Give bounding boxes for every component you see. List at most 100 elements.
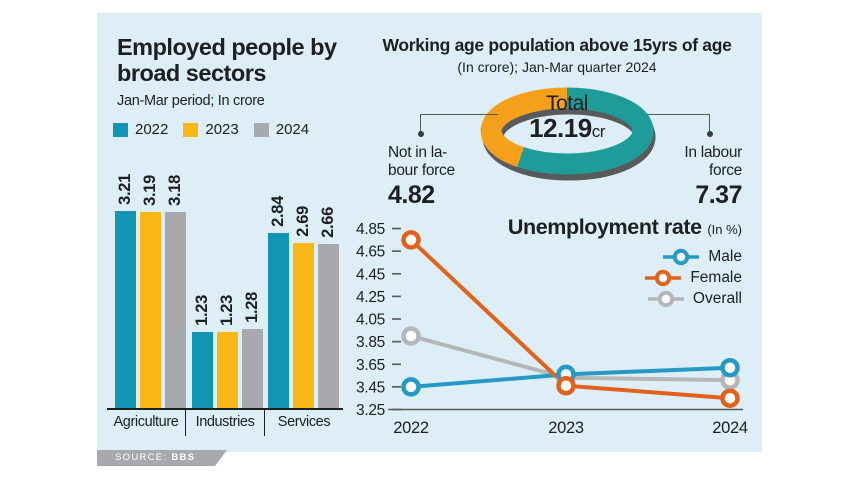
bar-2022-services (268, 233, 289, 408)
bar-2024-services (318, 244, 339, 408)
bar-groups: 3.21 3.19 3.18 1.23 1.23 1.28 2.84 2.69 2.66 (115, 174, 339, 408)
callout-line: Not in la- (388, 144, 448, 161)
bar-column: 2.66 (318, 207, 339, 408)
y-tick-label: 4.65 (356, 244, 385, 261)
bar-column: 2.84 (268, 196, 289, 408)
bar-value-label: 3.18 (166, 175, 184, 206)
overall-marker-icon (647, 290, 684, 307)
bar-group-industries: 1.23 1.23 1.28 (191, 292, 263, 408)
unemployment-block: Unemployment rate (In %) Male Female Overa… (507, 215, 742, 308)
line-chart-title: Unemployment rate (In %) (507, 215, 742, 240)
category-label-industries: Industries (185, 410, 264, 436)
line-chart-title-unit: (In %) (707, 222, 742, 237)
legend-item-2023: 2023 (183, 121, 239, 138)
bar-value-label: 3.19 (141, 175, 159, 206)
line-legend-item-overall: Overall (647, 289, 742, 308)
donut-total-value: 12.19cr (492, 113, 642, 144)
bar-column: 3.18 (165, 175, 186, 408)
bar-categories: Agriculture Industries Services (107, 410, 343, 436)
category-label-agriculture: Agriculture (113, 414, 179, 430)
marker-female-2022 (401, 230, 421, 250)
donut-total-unit: cr (591, 122, 606, 142)
donut-center-text: Total 12.19cr (492, 92, 642, 144)
leader-dot-left (418, 131, 424, 137)
marker-male-2022 (401, 377, 421, 397)
marker-overall-2022 (401, 326, 421, 346)
source-label: SOURCE: (115, 452, 168, 463)
bar-2024-agriculture (165, 212, 186, 408)
bar-column: 3.19 (140, 175, 161, 408)
legend-item-2022: 2022 (113, 121, 168, 138)
legend-item-2024: 2024 (253, 121, 309, 138)
bar-2023-industries (216, 332, 238, 408)
infographic-panel: Employed people by broad sectors Jan-Mar… (97, 13, 762, 452)
callout-value: 4.82 (388, 181, 435, 209)
line-legend-label: Female (690, 268, 742, 286)
y-tick-label: 3.65 (356, 357, 385, 374)
bar-chart-x-axis (107, 408, 343, 410)
marker-female-2023 (556, 375, 576, 396)
bar-value-label: 1.23 (192, 295, 211, 326)
x-tick-label: 2023 (548, 419, 584, 437)
marker-male-2024 (720, 357, 740, 378)
donut-total-number: 12.19 (529, 113, 592, 144)
donut-chart (480, 87, 656, 181)
line-chart-title-text: Unemployment rate (507, 215, 702, 239)
y-tick-label: 3.85 (356, 334, 385, 351)
legend-swatch (183, 122, 199, 137)
leader-dot-right (707, 131, 713, 137)
bar-column: 1.23 (216, 295, 238, 408)
line-chart: 3.25 3.45 3.65 3.85 4.05 4.25 4.45 4.65 4.85 2022… (356, 221, 748, 437)
y-tick-label: 4.45 (356, 266, 385, 283)
line-legend-item-female: Female (645, 269, 742, 287)
donut-slice-not-in-labour-force (480, 87, 568, 168)
line-legend-item-male: Male (663, 248, 742, 266)
bar-chart-title: Employed people by broad sectors (117, 34, 337, 86)
bar-value-label: 2.66 (319, 207, 337, 238)
bar-value-label: 1.23 (217, 295, 236, 326)
category-label-services: Services (264, 410, 343, 436)
source-value: BBS (171, 452, 196, 463)
bar-chart-subtitle: Jan-Mar period; In crore (117, 93, 265, 109)
callout-not-in-labour-force: Not in la- bour force 4.82 (388, 144, 455, 209)
line-legend-label: Male (708, 247, 742, 265)
callout-in-labour-force: In labour force 7.37 (684, 144, 742, 209)
source-bar: SOURCE: BBS (97, 450, 227, 466)
donut-total-label: Total (546, 92, 588, 115)
y-tick-label: 3.45 (356, 379, 385, 396)
donut-title: Working age population above 15yrs of ag… (382, 35, 732, 55)
bar-column: 1.28 (241, 292, 263, 408)
callout-line: force (709, 161, 742, 179)
bar-2022-agriculture (115, 211, 136, 408)
y-tick-label: 4.25 (356, 289, 385, 306)
bar-group-services: 2.84 2.69 2.66 (268, 196, 339, 408)
y-tick-label: 4.05 (356, 312, 385, 329)
leader-line-right-horizontal (647, 114, 710, 116)
y-tick-label: 3.25 (356, 402, 385, 419)
legend-swatch (113, 122, 128, 137)
bar-value-label: 1.28 (242, 292, 261, 323)
legend-swatch (253, 122, 269, 137)
bar-2022-industries (191, 332, 213, 408)
callout-line: bour force (388, 161, 455, 179)
line-legend: Male Female Overall (508, 248, 742, 308)
legend-label: 2022 (135, 121, 169, 138)
bar-column: 2.69 (293, 206, 314, 408)
bar-2023-agriculture (140, 212, 161, 408)
bar-value-label: 3.21 (116, 174, 134, 205)
bar-2023-services (293, 243, 314, 408)
callout-line: In labour (684, 144, 742, 161)
x-tick-label: 2022 (393, 419, 429, 437)
female-marker-icon (645, 269, 682, 286)
donut-slice-in-labour-force (517, 87, 654, 175)
bar-value-label: 2.69 (294, 206, 312, 237)
x-tick-label: 2024 (712, 419, 748, 437)
male-marker-icon (663, 248, 700, 265)
leader-line-left-horizontal (420, 114, 498, 116)
donut-subtitle: (In crore); Jan-Mar quarter 2024 (457, 59, 657, 75)
bar-group-agriculture: 3.21 3.19 3.18 (115, 174, 186, 408)
line-legend-label: Overall (692, 289, 742, 307)
leader-line-left-vertical (420, 114, 422, 132)
bar-column: 1.23 (191, 295, 213, 408)
y-tick-label: 4.85 (356, 221, 385, 238)
